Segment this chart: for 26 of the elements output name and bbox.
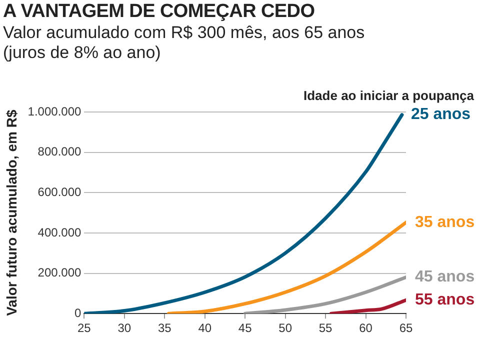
line-series xyxy=(84,113,404,314)
series-label: 35 anos xyxy=(415,214,475,231)
series-label: 25 anos xyxy=(410,106,471,124)
x-tick-label: 30 xyxy=(118,321,132,336)
chart-title: A VANTAGEM DE COMEÇAR CEDO xyxy=(3,1,315,23)
x-tick-label: 45 xyxy=(238,321,252,336)
x-tick-label: 65 xyxy=(399,321,413,336)
series-label: 55 anos xyxy=(415,292,475,308)
y-tick-label: 800.000 xyxy=(38,144,82,159)
y-tick-label: 400.000 xyxy=(38,225,82,240)
x-tick-label: 25 xyxy=(78,321,92,336)
series-label: 45 anos xyxy=(415,268,475,286)
x-tick-label: 55 xyxy=(318,321,333,336)
x-tick-label: 50 xyxy=(278,321,292,336)
y-tick-label: 1.000.000 xyxy=(28,104,82,118)
chart-subtitle: Valor acumulado com R$ 300 mês, aos 65 anos (juros de 8% ao ano) xyxy=(3,23,366,63)
x-tick-label: 60 xyxy=(359,321,373,336)
x-tick-label: 40 xyxy=(198,321,212,336)
y-axis-title: Valor futuro acumulado, em R$ xyxy=(3,110,20,316)
line-series xyxy=(166,220,406,314)
x-tick-label: 35 xyxy=(158,321,172,336)
line-series xyxy=(329,298,406,314)
y-tick-label: 600.000 xyxy=(38,184,82,199)
y-tick-label: 200.000 xyxy=(38,266,82,280)
legend-title: Idade ao iniciar a poupança xyxy=(304,88,474,103)
y-tick-label: 0 xyxy=(74,306,82,320)
